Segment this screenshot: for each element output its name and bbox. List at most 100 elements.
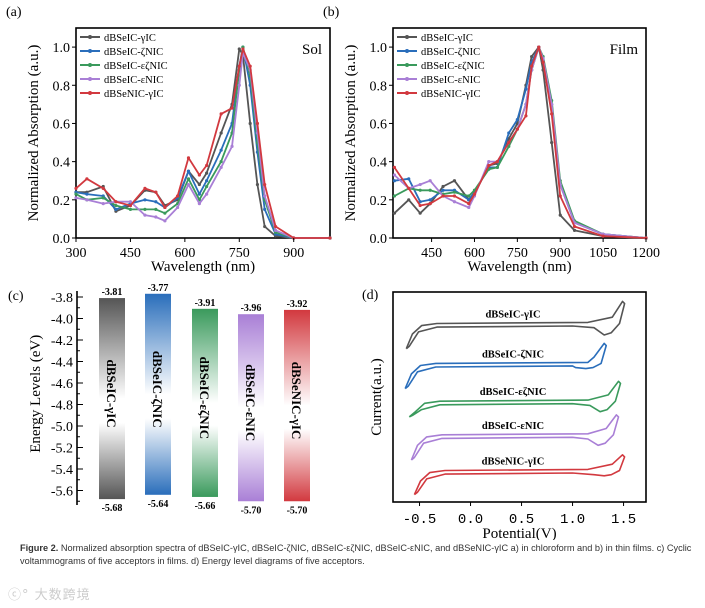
data-point — [263, 182, 267, 187]
y-tick-label: 0.6 — [53, 117, 71, 132]
x-tick-label: 900 — [550, 246, 571, 261]
y-axis-title: Normalized Absorption (a.u.) — [26, 45, 42, 222]
data-point — [392, 179, 397, 183]
legend-label: dBSeIC-γIC — [421, 33, 473, 44]
y-tick-label: 0.8 — [370, 79, 388, 94]
legend-marker — [405, 91, 409, 95]
data-point — [428, 198, 432, 202]
data-point — [452, 194, 457, 198]
data-point — [237, 64, 241, 68]
x-tick-label: 450 — [120, 246, 141, 261]
data-point — [248, 121, 252, 126]
data-point — [101, 202, 105, 206]
y-tick-label: -5.2 — [51, 442, 73, 457]
watermark-logo: ⓒ° 大数跨境 — [8, 588, 91, 603]
data-point — [128, 200, 133, 204]
data-point — [128, 203, 133, 208]
panel-label: (a) — [6, 5, 22, 20]
homo-label: -5.70 — [287, 505, 308, 516]
data-point — [197, 202, 201, 206]
cv-curve-label: dBSeIC-εNIC — [482, 421, 544, 432]
y-tick-label: 0.8 — [53, 79, 71, 94]
figure: (a) dBSeIC-γIC dBSeIC-ζNIC dBSeIC-εζNIC dBSe… — [6, 5, 660, 540]
y-tick-label: -4.4 — [51, 356, 73, 371]
legend-marker — [405, 49, 409, 53]
y-tick-label: -5.0 — [51, 420, 73, 435]
data-point — [74, 192, 78, 196]
data-point — [101, 196, 105, 200]
data-point — [452, 200, 457, 204]
lumo-label: -3.96 — [241, 303, 262, 314]
x-tick-label: 1200 — [632, 246, 660, 261]
x-axis-title: Potential(V) — [482, 526, 556, 540]
legend-label: dBSeIC-ζNIC — [421, 47, 480, 58]
data-point — [452, 190, 457, 194]
y-axis-title: Energy Levels (eV) — [28, 335, 44, 453]
data-point — [407, 177, 411, 181]
data-point — [418, 182, 422, 187]
data-point — [143, 186, 147, 190]
bar-name-label: dBSeIC-ζNIC — [150, 351, 165, 428]
x-tick-label: 1050 — [589, 246, 617, 261]
x-tick-label: 1.5 — [611, 512, 636, 528]
data-point — [467, 202, 471, 206]
data-point — [143, 198, 147, 202]
data-point — [524, 114, 528, 118]
homo-label: -5.68 — [102, 503, 123, 514]
data-point — [452, 179, 457, 183]
data-point — [219, 160, 223, 164]
data-point — [154, 190, 158, 194]
data-point — [255, 182, 260, 187]
x-tick-label: 750 — [507, 246, 528, 261]
x-axis-title: Wavelength (nm) — [151, 259, 255, 275]
y-tick-label: 0.6 — [370, 117, 388, 132]
data-point — [219, 148, 223, 152]
legend-label: dBSeIC-εζNIC — [104, 61, 168, 72]
legend-marker — [88, 91, 92, 95]
data-point — [186, 169, 191, 173]
data-point — [255, 121, 260, 126]
y-axis-title: Normalized Absorption (a.u.) — [343, 45, 359, 222]
data-point — [143, 213, 147, 217]
energy-bar-4 — [284, 309, 310, 502]
x-tick-label: 0.5 — [509, 512, 534, 528]
x-tick-label: 600 — [464, 246, 485, 261]
data-point — [114, 203, 118, 208]
y-tick-label: 0.2 — [370, 194, 388, 209]
data-point — [230, 144, 234, 148]
data-point — [230, 106, 234, 110]
data-point — [392, 173, 397, 177]
y-axis-title: Current(a.u.) — [369, 358, 385, 435]
energy-bar-2 — [192, 308, 218, 497]
data-point — [241, 47, 245, 51]
legend-marker — [405, 35, 409, 39]
x-tick-label: 450 — [421, 246, 442, 261]
data-point — [237, 47, 241, 51]
cv-curve-4 — [413, 453, 626, 496]
data-point — [154, 200, 158, 204]
legend-marker — [88, 77, 92, 81]
cv-curve-0 — [405, 300, 626, 350]
data-point — [507, 140, 511, 145]
data-point — [441, 188, 445, 192]
data-point — [418, 200, 422, 204]
data-point — [515, 118, 519, 122]
data-point — [487, 160, 491, 164]
data-point — [495, 160, 499, 164]
x-tick-label: 750 — [229, 246, 250, 261]
energy-bar-1 — [145, 293, 171, 495]
x-tick-label: 900 — [283, 246, 304, 261]
x-tick-label: 0.0 — [458, 512, 483, 528]
data-point — [74, 186, 78, 190]
data-point — [205, 192, 209, 196]
series-line-3 — [75, 51, 330, 239]
data-point — [128, 207, 133, 211]
homo-label: -5.64 — [148, 499, 169, 510]
data-point — [392, 165, 397, 169]
data-point — [418, 188, 422, 192]
data-point — [441, 184, 445, 189]
cv-curve-label: dBSeIC-ζNIC — [482, 349, 544, 360]
data-point — [197, 192, 201, 196]
data-point — [550, 112, 554, 116]
data-point — [154, 215, 158, 219]
